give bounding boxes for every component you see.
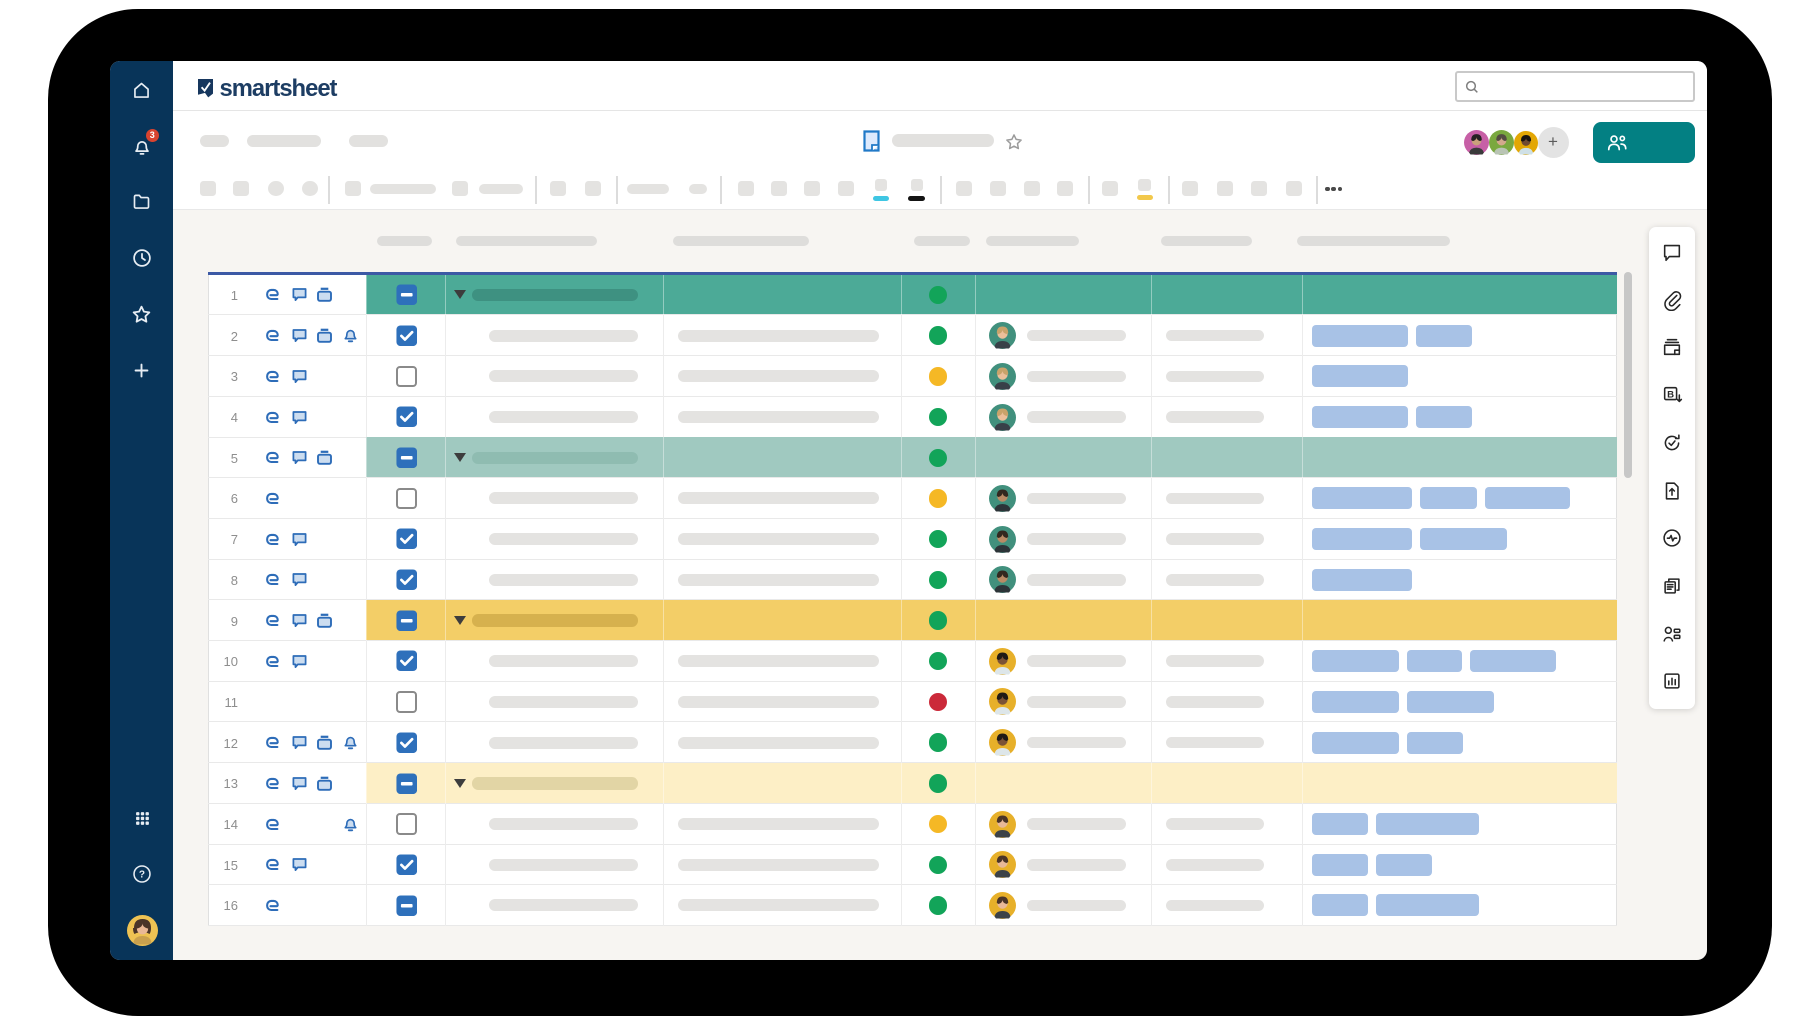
svg-text:?: ? — [138, 870, 144, 881]
svg-text:B: B — [1667, 389, 1674, 400]
